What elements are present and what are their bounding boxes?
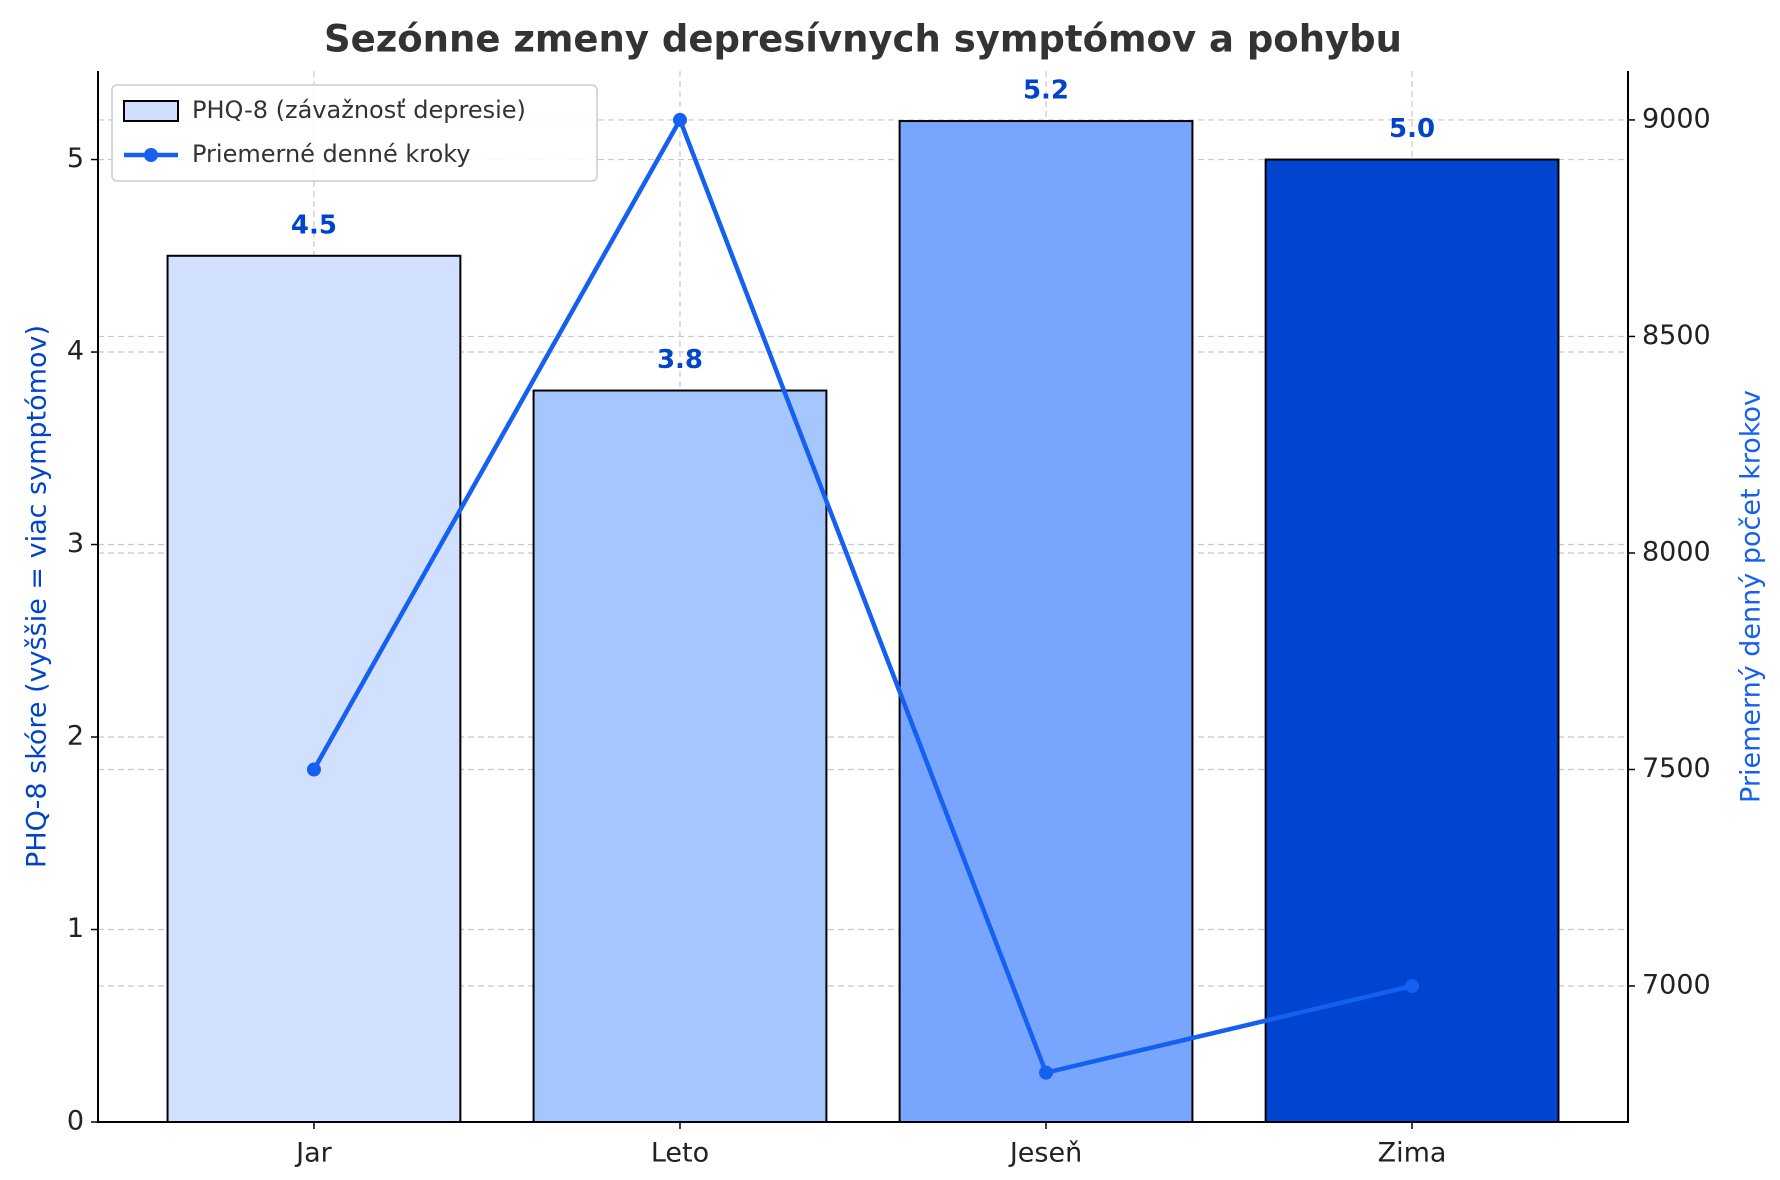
y2-tick-label: 8000: [1642, 536, 1711, 567]
legend-label: PHQ-8 (závažnosť depresie): [192, 96, 526, 124]
legend: PHQ-8 (závažnosť depresie) Priemerné denn…: [111, 84, 598, 182]
bar: [166, 254, 462, 1124]
line: [311, 114, 1413, 1076]
y-tick-label: 3: [67, 528, 84, 559]
y-axis-label: PHQ-8 skóre (vyššie = viac symptómov): [22, 325, 53, 868]
x-tick-label: Leto: [651, 1138, 709, 1169]
value-label: 5.2: [1023, 76, 1069, 106]
x-tick-label: Jar: [294, 1138, 333, 1169]
legend-marker: [144, 148, 158, 162]
y2-tick-label: 7000: [1642, 970, 1711, 1001]
y2-tick-label: 9000: [1642, 103, 1711, 134]
y-tick-label: 2: [67, 721, 84, 752]
x-tick-label: Zima: [1378, 1138, 1447, 1169]
y2-tick-label: 8500: [1642, 320, 1711, 351]
x-tick-label: Jeseň: [1008, 1138, 1082, 1169]
y-tick-label: 1: [67, 913, 84, 944]
y2-tick-label: 7500: [1642, 753, 1711, 784]
bar: [898, 120, 1194, 1124]
line-point: [306, 762, 321, 777]
bar: [532, 389, 828, 1123]
chart-title: Sezónne zmeny depresívnych symptómov a p…: [324, 18, 1402, 61]
line-point: [1405, 979, 1420, 994]
legend-box: [111, 84, 598, 182]
legend-swatch: [123, 100, 179, 122]
legend-label: Priemerné denné kroky: [192, 140, 471, 168]
value-label: 3.8: [657, 345, 703, 375]
value-label: 4.5: [291, 210, 337, 240]
axes-frame: [97, 71, 1629, 1123]
y2-axis-label: Priemerný denný počet krokov: [1736, 390, 1767, 803]
y-tick-label: 5: [67, 143, 84, 174]
y-tick-label: 0: [67, 1106, 84, 1137]
line-point: [672, 112, 687, 127]
line-point: [1039, 1065, 1054, 1080]
y-tick-label: 4: [67, 336, 84, 367]
value-label: 5.0: [1389, 114, 1435, 144]
bar: [1264, 158, 1560, 1124]
